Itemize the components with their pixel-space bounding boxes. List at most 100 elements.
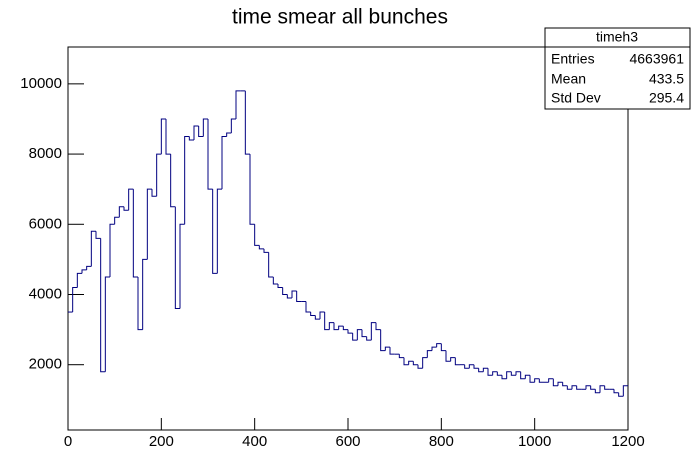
stats-label: Mean	[551, 71, 586, 87]
histogram-bin	[389, 347, 395, 355]
histogram-bin	[146, 188, 152, 260]
histogram-bin	[165, 118, 171, 155]
histogram-bin	[473, 364, 479, 369]
histogram-bin	[534, 378, 540, 383]
x-tick-label: 400	[242, 433, 267, 450]
histogram-bin	[114, 216, 120, 225]
histogram-bin	[426, 350, 432, 358]
histogram-bin	[510, 371, 516, 376]
histogram-bin	[562, 382, 568, 387]
histogram-bin	[384, 346, 390, 351]
x-tick-label: 600	[335, 433, 360, 450]
histogram-bin	[235, 90, 241, 119]
histogram-bin	[604, 385, 610, 390]
histogram-bin	[464, 364, 470, 369]
histogram-bin	[538, 378, 544, 383]
x-tick-label: 0	[64, 433, 72, 450]
histogram-bin	[188, 136, 194, 141]
histogram-bin	[249, 154, 255, 225]
histogram-bin	[202, 118, 208, 137]
histogram-bin	[268, 252, 274, 278]
histogram-bin	[440, 343, 446, 352]
stats-box: timeh3 Entries 4663961 Mean 433.5 Std De…	[544, 27, 691, 110]
stats-label: Entries	[551, 51, 595, 67]
histogram-bin	[104, 276, 110, 372]
histogram-bin	[132, 189, 138, 278]
histogram-bin	[398, 354, 404, 359]
histogram-bin	[436, 343, 442, 348]
histogram-bin	[352, 333, 358, 341]
histogram-bin	[412, 361, 418, 366]
histogram-bin	[216, 188, 222, 274]
histogram-bin	[342, 326, 348, 331]
histogram-bin	[445, 350, 451, 362]
x-tick-label: 800	[429, 433, 454, 450]
x-tick-label: 200	[149, 433, 174, 450]
histogram-bin	[258, 245, 264, 250]
histogram-bin	[333, 322, 339, 331]
histogram-bin	[305, 301, 311, 313]
stats-label: Std Dev	[551, 90, 601, 106]
histogram-bin	[417, 364, 423, 369]
histogram-bin	[151, 189, 157, 197]
histogram-bin	[566, 385, 572, 390]
histogram-bin	[585, 385, 591, 390]
histogram-bin	[361, 329, 367, 338]
histogram-bin	[356, 329, 362, 341]
stats-value: 295.4	[649, 90, 684, 106]
histogram-bin	[184, 136, 190, 225]
histogram-bin	[482, 367, 488, 372]
histogram-bin	[594, 389, 600, 394]
histogram-bin	[557, 381, 563, 386]
histogram-bin	[282, 287, 288, 295]
histogram-bin	[422, 357, 428, 369]
histogram-bin	[123, 206, 129, 211]
y-tick-label: 2000	[29, 356, 62, 373]
histogram-bin	[347, 329, 353, 334]
histogram-bin	[450, 357, 456, 362]
histogram-bin	[193, 125, 199, 141]
histogram-bin	[142, 258, 148, 330]
histogram-bin	[576, 385, 582, 390]
histogram-bin	[375, 322, 381, 331]
histogram-bin	[296, 290, 302, 303]
histogram-bin	[431, 346, 437, 351]
histogram-bin	[310, 312, 316, 317]
histogram-bin	[366, 336, 372, 341]
histogram-bin	[324, 312, 330, 331]
histogram-bin	[226, 132, 232, 137]
histogram-bin	[590, 385, 596, 390]
histogram-bin	[496, 371, 502, 376]
histogram-bin	[160, 118, 166, 155]
histogram-bin	[272, 276, 278, 285]
histogram-bin	[81, 269, 87, 274]
histogram-bin	[478, 368, 484, 373]
histogram-bin	[501, 375, 507, 380]
histogram-bin	[100, 238, 106, 373]
histogram-bin	[109, 223, 115, 277]
histogram-bin	[314, 315, 320, 320]
histogram-bin	[179, 223, 185, 309]
histogram-bin	[328, 322, 334, 330]
histogram-bin	[137, 276, 143, 331]
histogram-bin	[338, 325, 344, 330]
histogram-bin	[118, 206, 124, 218]
histogram-bin	[212, 189, 218, 274]
histogram-bin	[95, 231, 101, 239]
histogram-bin	[291, 290, 297, 299]
stats-value: 4663961	[629, 51, 684, 67]
histogram-bin	[613, 389, 619, 394]
stats-title: timeh3	[596, 29, 638, 45]
histogram-bin	[408, 360, 414, 365]
histogram-bin	[90, 230, 96, 267]
histogram-bin	[515, 371, 521, 376]
histogram-bin	[76, 272, 82, 288]
histogram-bin	[454, 357, 460, 366]
histogram-bin	[524, 374, 530, 379]
histogram-bin	[319, 311, 325, 320]
chart-title: time smear all bunches	[232, 6, 448, 29]
histogram-bin	[571, 385, 577, 390]
histogram-bin	[520, 371, 526, 380]
histogram-bin	[254, 224, 260, 246]
histogram-bin	[370, 322, 376, 341]
